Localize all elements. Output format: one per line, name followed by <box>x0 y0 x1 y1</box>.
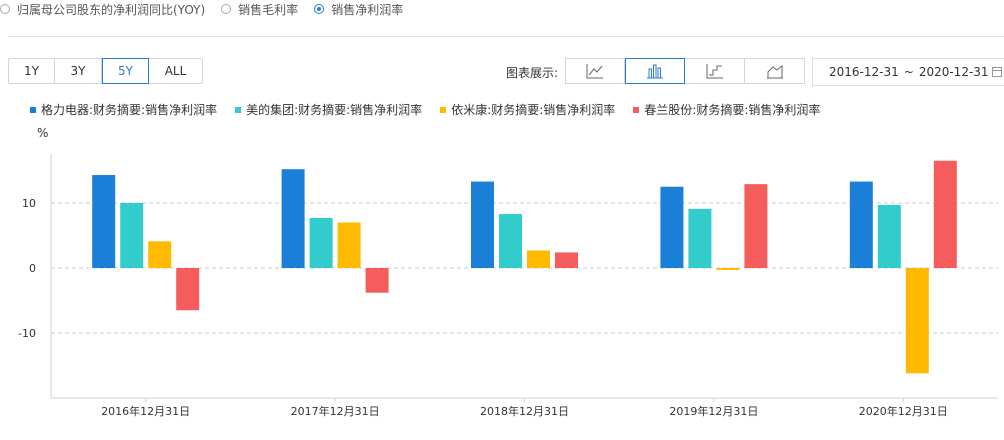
bar <box>337 222 361 268</box>
radio-net-profit-yoy[interactable]: 归属母公司股东的净利润同比(YOY) <box>0 1 205 18</box>
time-range-group: 1Y 3Y 5Y ALL <box>8 58 203 84</box>
date-range-picker[interactable]: 2016-12-31 ~ 2020-12-31 <box>812 58 1004 86</box>
chart-type-label: 图表展示: <box>506 66 559 80</box>
radio-label: 销售毛利率 <box>238 2 299 17</box>
legend-item-chunlan[interactable]: 春兰股份:财务摘要:销售净利润率 <box>633 101 820 118</box>
bar <box>905 268 929 374</box>
chart-type-bar-button[interactable] <box>625 58 685 84</box>
step-chart-icon <box>706 64 723 79</box>
calendar-icon <box>991 67 1002 77</box>
bar <box>849 181 873 268</box>
bar <box>877 204 901 268</box>
radio-label: 归属母公司股东的净利润同比(YOY) <box>17 2 206 17</box>
chart-type-group <box>565 58 805 84</box>
bar <box>933 160 957 268</box>
chart-type-line-button[interactable] <box>565 58 625 84</box>
bar <box>499 214 522 268</box>
radio-checked-icon <box>314 4 325 14</box>
range-all-button[interactable]: ALL <box>149 58 203 84</box>
legend-label: 美的集团:财务摘要:销售净利润率 <box>246 103 423 117</box>
range-3y-button[interactable]: 3Y <box>55 58 102 84</box>
x-tick-label: 2016年12月31日 <box>101 404 190 418</box>
legend-item-midea[interactable]: 美的集团:财务摘要:销售净利润率 <box>235 101 422 118</box>
bar <box>660 186 684 268</box>
bar <box>281 169 305 268</box>
legend-label: 依米康:财务摘要:销售净利润率 <box>451 103 616 117</box>
metric-radio-group: 归属母公司股东的净利润同比(YOY) 销售毛利率 销售净利润率 <box>0 0 419 18</box>
range-5y-button[interactable]: 5Y <box>102 58 149 84</box>
bar <box>555 252 578 268</box>
bar <box>148 241 172 268</box>
bar <box>120 203 144 268</box>
chart-legend: 格力电器:财务摘要:销售净利润率 美的集团:财务摘要:销售净利润率 依米康:财务… <box>30 101 838 118</box>
legend-swatch <box>633 106 640 113</box>
x-tick-label: 2020年12月31日 <box>859 404 948 418</box>
bar <box>471 181 494 268</box>
bar <box>176 268 200 311</box>
bar <box>744 184 768 268</box>
bar-chart-icon <box>647 64 663 79</box>
date-start: 2016-12-31 <box>829 65 899 79</box>
y-tick-label: -10 <box>18 327 36 340</box>
radio-net-margin[interactable]: 销售净利润率 <box>314 1 403 18</box>
x-tick-label: 2017年12月31日 <box>291 404 380 418</box>
bar <box>365 268 389 293</box>
y-tick-label: 0 <box>29 262 36 275</box>
range-1y-button[interactable]: 1Y <box>8 58 55 84</box>
x-tick-label: 2018年12月31日 <box>480 404 569 418</box>
bar <box>92 175 116 268</box>
radio-circle-icon <box>221 4 232 14</box>
legend-swatch <box>30 106 36 113</box>
radio-circle-icon <box>0 4 10 14</box>
bar <box>527 250 550 268</box>
x-tick-label: 2019年12月31日 <box>669 404 758 418</box>
legend-swatch <box>235 106 242 113</box>
y-tick-label: 10 <box>22 197 36 210</box>
divider <box>8 36 1004 37</box>
bar <box>688 208 712 268</box>
radio-label: 销售净利润率 <box>331 2 404 17</box>
y-axis-unit: % <box>37 126 49 140</box>
date-end: 2020-12-31 <box>918 65 989 79</box>
legend-label: 春兰股份:财务摘要:销售净利润率 <box>644 103 821 117</box>
chart-type-step-button[interactable] <box>685 58 745 84</box>
radio-gross-margin[interactable]: 销售毛利率 <box>221 1 298 18</box>
legend-swatch <box>440 106 447 113</box>
bar <box>309 217 333 268</box>
bar <box>716 268 740 270</box>
date-separator: ~ <box>903 65 914 79</box>
area-chart-icon <box>766 64 783 79</box>
legend-item-yimikang[interactable]: 依米康:财务摘要:销售净利润率 <box>440 101 615 118</box>
legend-label: 格力电器:财务摘要:销售净利润率 <box>41 103 218 117</box>
chart-type-area-button[interactable] <box>745 58 805 84</box>
legend-item-gree[interactable]: 格力电器:财务摘要:销售净利润率 <box>30 101 217 118</box>
line-chart-icon <box>586 64 603 79</box>
